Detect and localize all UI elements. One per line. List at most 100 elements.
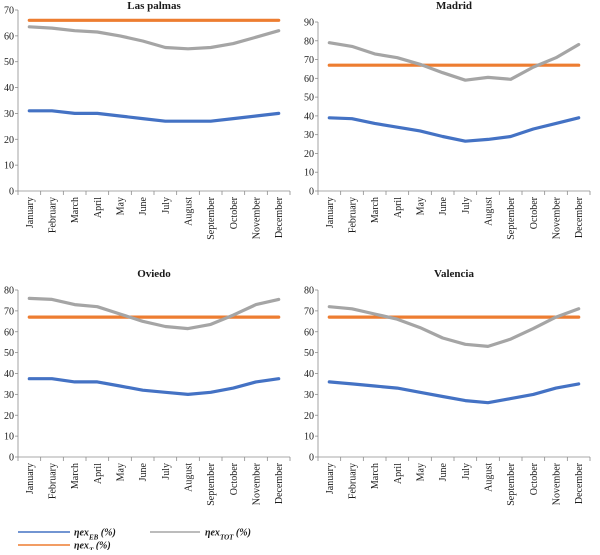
y-tick-label: 60: [4, 31, 14, 42]
y-tick-label: 10: [4, 432, 14, 443]
chart-panel: Las palmas 0 10 20 30 40 50 60 70 January February…: [4, 0, 291, 240]
x-tick-label: December: [574, 196, 585, 238]
legend-label: ηexTOT (%): [205, 528, 251, 542]
series-line: [327, 305, 581, 348]
y-tick-label: 70: [304, 55, 314, 66]
chart-panel: Oviedo 0 10 20 30 40 50 60 70 80 January February Ma…: [4, 268, 291, 506]
x-tick-label: August: [184, 197, 195, 226]
y-tick-label: 70: [4, 6, 14, 17]
y-tick-label: 20: [4, 135, 14, 146]
x-tick-label: September: [506, 196, 517, 239]
y-tick-label: 40: [304, 111, 314, 122]
chart-panel: Madrid 0 10 20 30 40 50 60 70 80 90 January February…: [304, 0, 591, 240]
y-tick-label: 30: [304, 130, 314, 141]
y-tick-label: 60: [304, 74, 314, 85]
y-tick-label: 30: [4, 390, 14, 401]
x-tick-label: October: [529, 462, 540, 495]
x-tick-label: June: [138, 196, 149, 215]
legend: ηexEB (%) ηexTOT (%) ηexT (%): [18, 528, 251, 555]
x-tick-label: January: [325, 197, 336, 228]
x-tick-label: November: [552, 462, 563, 505]
y-tick-label: 50: [304, 348, 314, 359]
y-tick-label: 10: [304, 168, 314, 179]
x-tick-label: March: [370, 197, 381, 223]
y-tick-label: 60: [4, 327, 14, 338]
chart-title: Madrid: [436, 0, 472, 12]
x-tick-label: April: [393, 197, 404, 218]
y-tick-label: 30: [4, 109, 14, 120]
chart-title: Oviedo: [137, 268, 171, 280]
chart-title: Valencia: [434, 268, 474, 280]
x-tick-label: October: [529, 196, 540, 229]
y-tick-label: 40: [4, 83, 14, 94]
y-tick-label: 20: [304, 149, 314, 160]
x-tick-label: December: [274, 196, 285, 238]
y-tick-label: 10: [304, 432, 314, 443]
x-tick-label: July: [461, 463, 472, 480]
y-tick-label: 70: [4, 306, 14, 317]
x-tick-label: September: [206, 462, 217, 505]
y-tick-label: 0: [9, 453, 14, 464]
legend-label: ηexT (%): [74, 541, 111, 551]
y-tick-label: 50: [4, 57, 14, 68]
y-tick-label: 10: [4, 161, 14, 172]
x-tick-label: August: [484, 197, 495, 226]
legend-label: ηexEB (%): [74, 528, 116, 542]
y-tick-label: 80: [304, 286, 314, 297]
x-tick-label: June: [438, 462, 449, 481]
y-tick-label: 0: [9, 187, 14, 198]
x-tick-label: May: [116, 197, 127, 215]
y-tick-label: 40: [304, 369, 314, 380]
y-tick-label: 20: [4, 411, 14, 422]
y-tick-label: 0: [309, 187, 314, 198]
x-tick-label: July: [161, 197, 172, 214]
y-tick-label: 80: [4, 286, 14, 297]
x-tick-label: November: [552, 196, 563, 239]
x-tick-label: June: [438, 196, 449, 215]
series-line: [327, 116, 581, 143]
series-line: [27, 296, 281, 331]
x-tick-label: September: [206, 196, 217, 239]
x-tick-label: July: [461, 197, 472, 214]
series-line: [327, 380, 581, 405]
x-tick-label: April: [93, 197, 104, 218]
x-tick-label: February: [48, 463, 59, 499]
y-tick-label: 90: [304, 18, 314, 29]
x-tick-label: February: [348, 463, 359, 499]
x-tick-label: March: [70, 463, 81, 489]
x-tick-label: December: [574, 462, 585, 504]
x-tick-label: March: [70, 197, 81, 223]
x-tick-label: April: [93, 463, 104, 484]
series-line: [27, 25, 281, 51]
y-tick-label: 50: [4, 348, 14, 359]
x-tick-label: December: [274, 462, 285, 504]
x-tick-label: April: [393, 463, 404, 484]
x-tick-label: November: [252, 196, 263, 239]
x-tick-label: August: [484, 463, 495, 492]
x-tick-label: January: [325, 463, 336, 494]
x-tick-label: June: [138, 462, 149, 481]
y-tick-label: 0: [309, 453, 314, 464]
x-tick-label: May: [116, 463, 127, 481]
series-line: [27, 377, 281, 396]
chart-title: Las palmas: [127, 0, 181, 12]
series-line: [27, 109, 281, 123]
x-tick-label: September: [506, 462, 517, 505]
x-tick-label: January: [25, 463, 36, 494]
x-tick-label: January: [25, 197, 36, 228]
y-tick-label: 40: [4, 369, 14, 380]
series-line: [327, 41, 581, 82]
x-tick-label: October: [229, 462, 240, 495]
x-tick-label: May: [416, 197, 427, 215]
chart-panel: Valencia 0 10 20 30 40 50 60 70 80 January February…: [304, 268, 591, 506]
y-tick-label: 30: [304, 390, 314, 401]
y-tick-label: 70: [304, 306, 314, 317]
x-tick-label: May: [416, 463, 427, 481]
y-tick-label: 80: [304, 36, 314, 47]
x-tick-label: February: [348, 197, 359, 233]
y-tick-label: 20: [304, 411, 314, 422]
x-tick-label: October: [229, 196, 240, 229]
x-tick-label: November: [252, 462, 263, 505]
